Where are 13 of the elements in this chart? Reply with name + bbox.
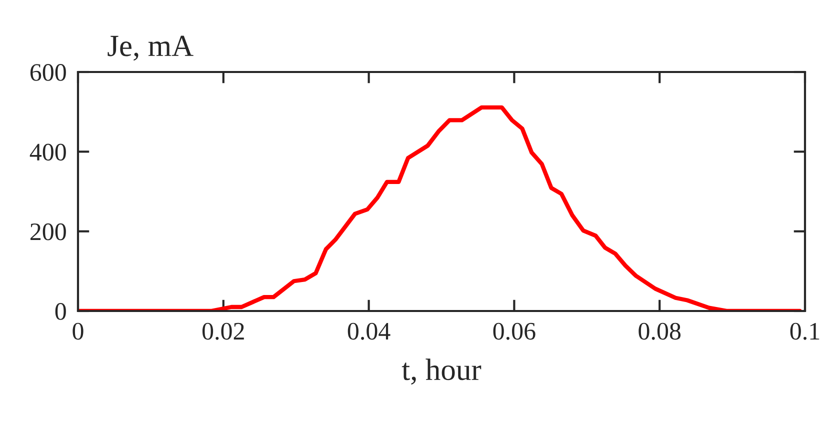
- x-tick-label: 0.1: [790, 322, 820, 340]
- x-tick-label: 0.06: [493, 322, 536, 340]
- x-tick-label: 0: [72, 322, 84, 340]
- y-tick-label: 600: [30, 64, 66, 81]
- y-tick-label: 400: [30, 144, 66, 161]
- x-tick-label: 0.02: [202, 322, 244, 340]
- y-axis-title: Je, mA: [108, 36, 194, 61]
- x-tick-label: 0.08: [638, 322, 681, 340]
- y-tick-label: 200: [30, 223, 66, 240]
- x-tick-label: 0.04: [348, 322, 390, 340]
- x-axis-title: t, hour: [402, 358, 482, 385]
- y-tick-label: 0: [55, 303, 66, 320]
- line-series: [78, 105, 802, 311]
